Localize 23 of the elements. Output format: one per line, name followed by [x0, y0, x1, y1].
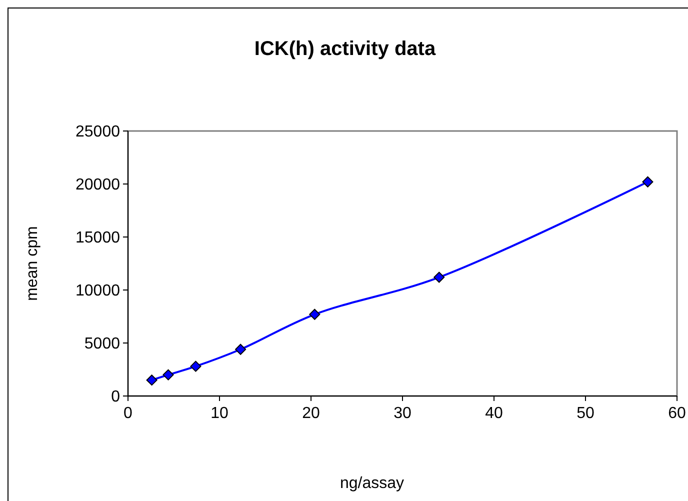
x-tick-label: 10: [210, 405, 228, 422]
y-tick-label: 20000: [76, 176, 120, 194]
x-tick-label: 50: [576, 405, 594, 422]
x-tick-label: 20: [302, 405, 320, 422]
point: [642, 176, 654, 188]
x-tick-label: 0: [124, 405, 133, 422]
point: [434, 272, 445, 283]
y-tick-label: 5000: [84, 336, 120, 353]
y-tick-label: 25000: [76, 124, 120, 141]
x-tick-label: 30: [394, 405, 412, 422]
point: [162, 369, 174, 380]
point: [235, 344, 246, 355]
point: [190, 360, 202, 372]
y-tick-label: 0: [111, 388, 120, 406]
y-tick-label: 10000: [76, 282, 120, 300]
point: [309, 308, 320, 320]
y-tick-label: 15000: [76, 230, 120, 247]
point: [146, 374, 158, 386]
x-tick-label: 60: [668, 405, 686, 422]
chart-title: ICK(h) activity data: [254, 38, 436, 60]
x-tick-label: 40: [485, 405, 503, 422]
x-axis-title: ng/assay: [340, 475, 404, 492]
y-axis-title: mean cpm: [24, 226, 41, 301]
